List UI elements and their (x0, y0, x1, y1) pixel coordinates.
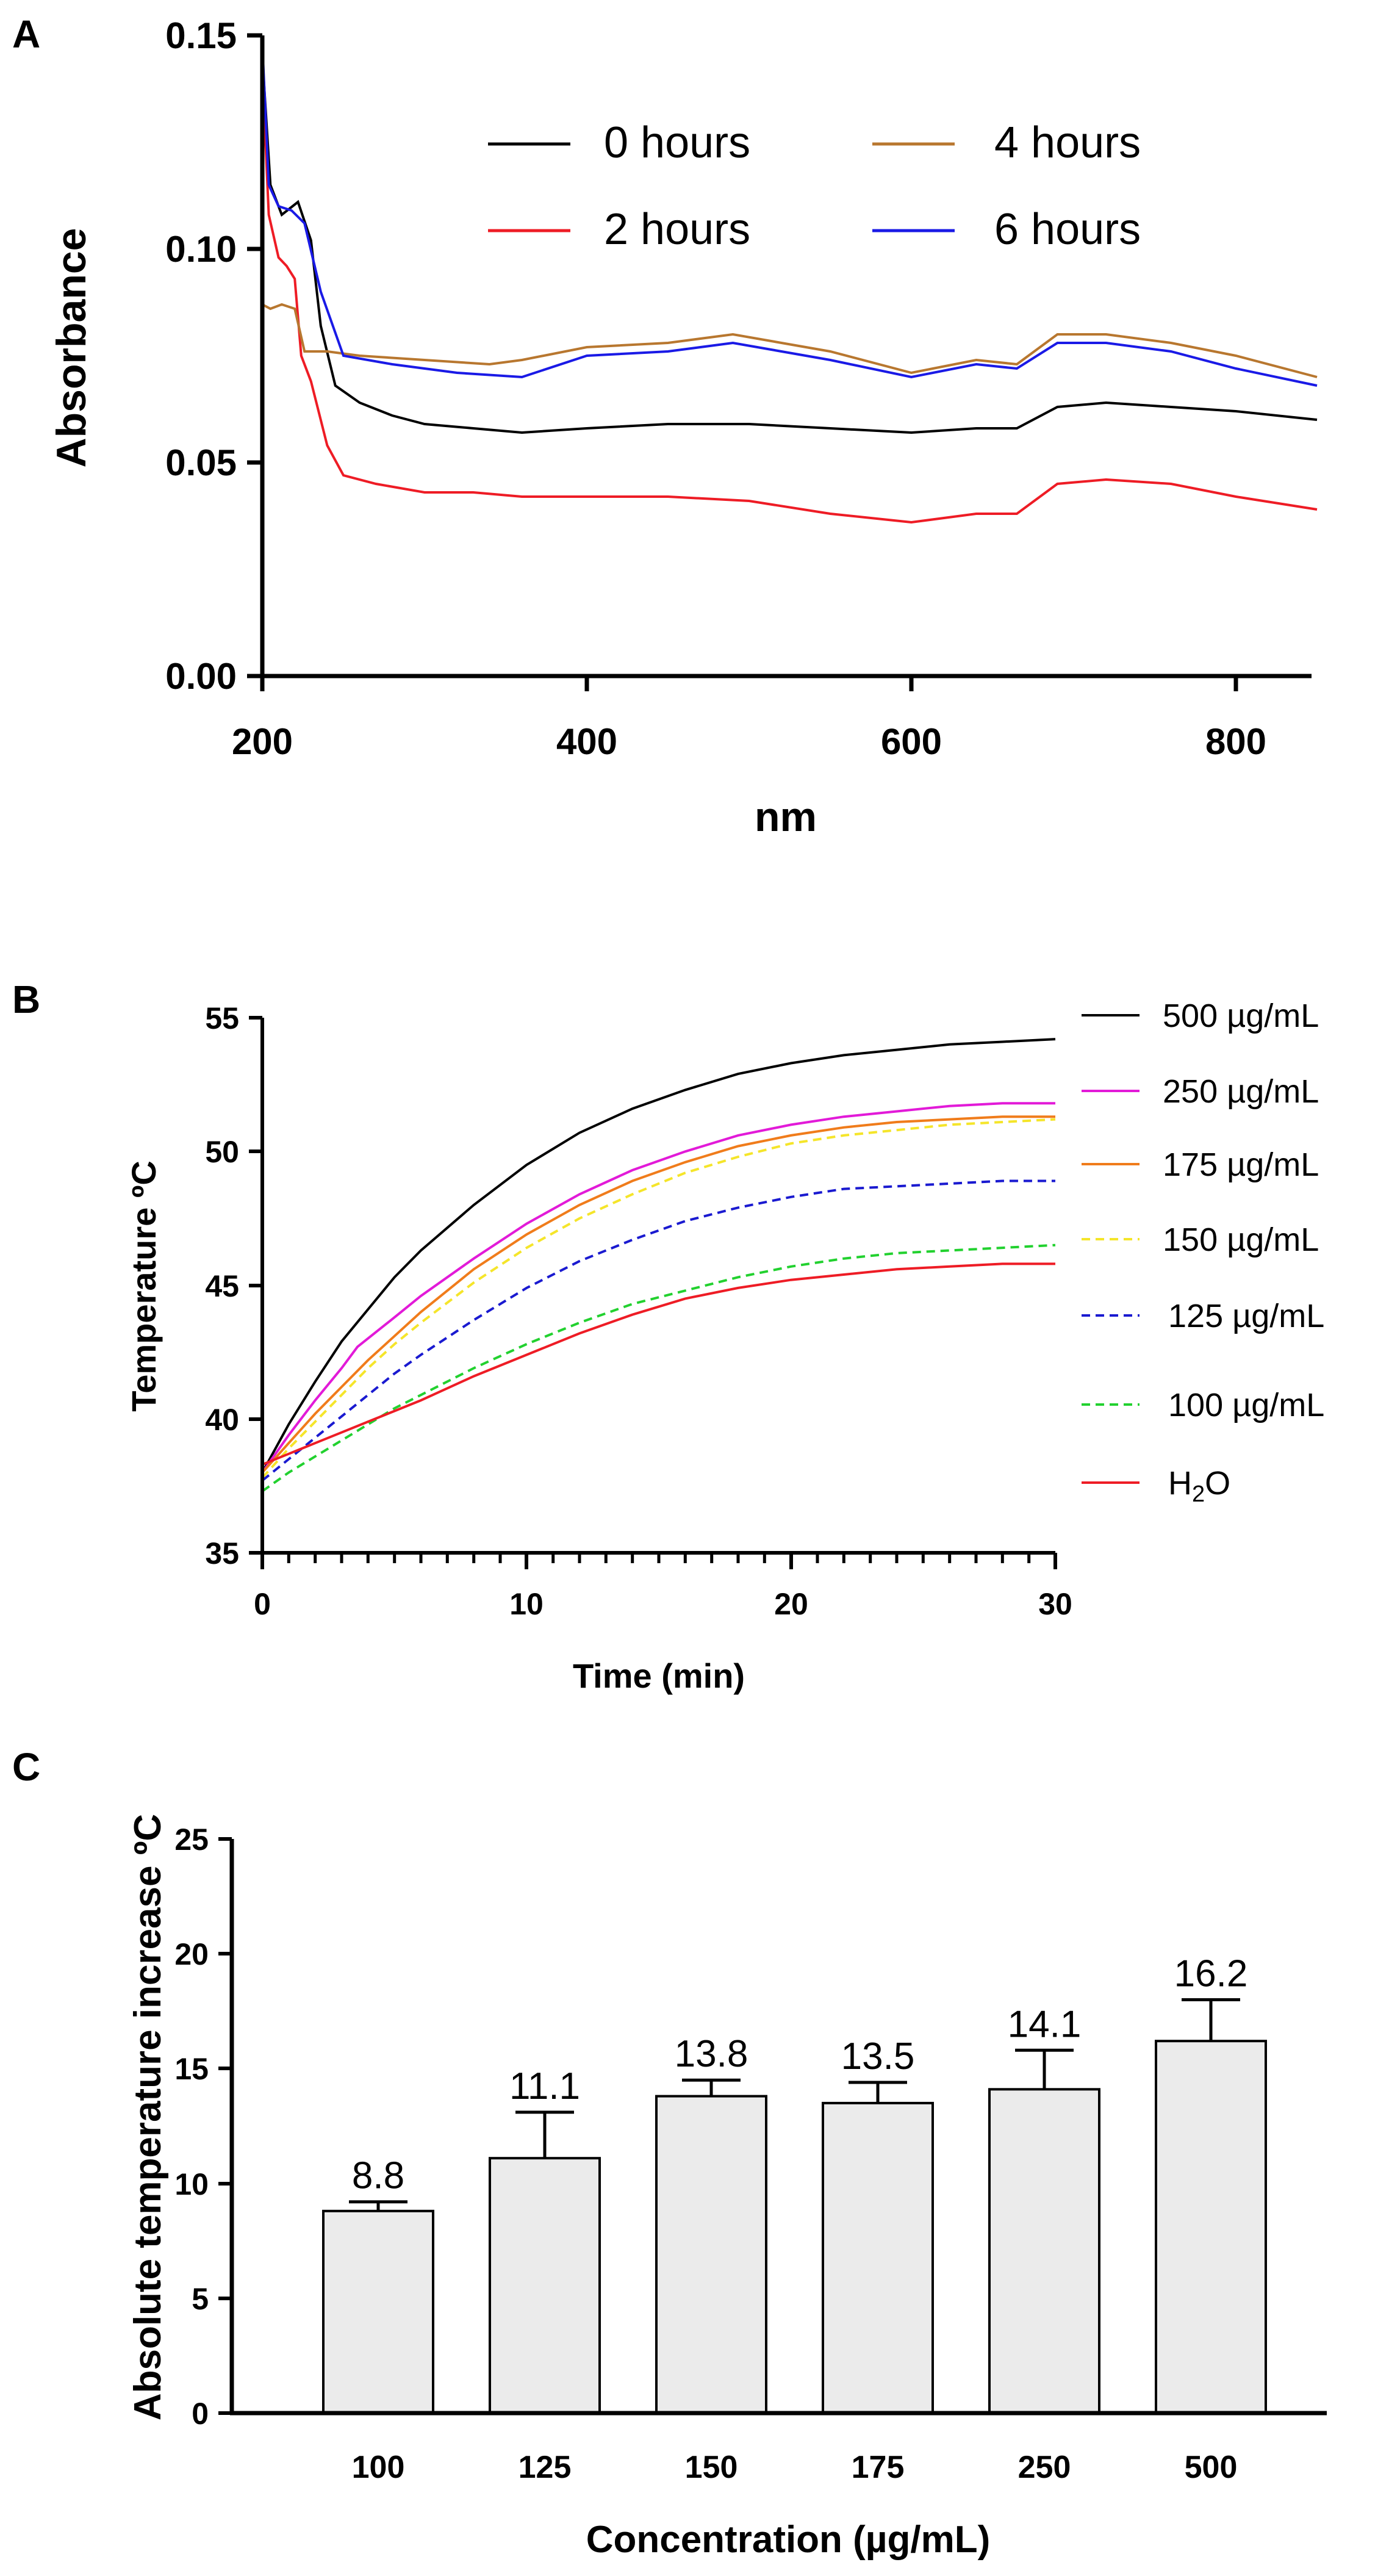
b-legend-label-1: 250 µg/mL (1163, 1073, 1319, 1110)
c-bar-175 (822, 2101, 934, 2414)
b-legend-label-3: 150 µg/mL (1163, 1221, 1319, 1258)
a-series-line-3 (261, 43, 1318, 387)
a-legend-label-2: 4 hours (994, 118, 1141, 167)
a-series-line-1 (261, 69, 1318, 524)
b-series-line-5 (261, 1243, 1056, 1492)
b-legend-label-4: 125 µg/mL (1168, 1298, 1324, 1334)
panel-a-series-lines (261, 43, 1318, 524)
c-value-label-0: 8.8 (352, 2155, 404, 2197)
a-x-tick-label-3: 800 (1205, 721, 1266, 762)
b-y-tick-label-0: 35 (205, 1536, 239, 1570)
b-x-tick-label-3: 30 (1038, 1587, 1072, 1621)
panel-a-letter: A (12, 12, 40, 56)
b-legend-label-6-main: H (1168, 1465, 1192, 1502)
c-bar-250 (988, 2088, 1100, 2415)
b-y-tick-label-1: 40 (205, 1403, 239, 1437)
panel-c: C 0 5 10 15 20 25 100 125 150 175 250 (12, 1745, 1327, 2561)
panel-a-plot: 0.00 0.05 0.10 0.15 200 400 600 800 nm A… (48, 15, 1318, 840)
b-x-tick-label-1: 10 (509, 1587, 544, 1621)
b-x-axis-label: Time (min) (573, 1657, 745, 1695)
a-x-tick-label-1: 400 (556, 721, 617, 762)
b-series-line-4 (261, 1179, 1055, 1482)
c-bar-100 (322, 2209, 434, 2415)
a-y-axis-label: Absorbance (48, 228, 95, 468)
panel-c-letter: C (12, 1745, 40, 1789)
c-y-axis-label: Absolute temperature increase ºC (127, 1814, 169, 2420)
b-legend: 500 µg/mL 250 µg/mL 175 µg/mL 150 µg/mL … (1082, 998, 1324, 1507)
c-y-tick-label-4: 20 (174, 1937, 209, 1971)
b-legend-label-2: 175 µg/mL (1163, 1146, 1319, 1183)
b-x-minor-ticks (287, 1553, 1031, 1563)
a-legend: 0 hours 2 hours 4 hours 6 hours (488, 118, 1141, 254)
a-y-tick-label-3: 0.15 (165, 15, 237, 56)
c-bar-125 (489, 2157, 601, 2414)
a-legend-label-1: 2 hours (604, 205, 750, 254)
a-series-line-2 (262, 303, 1318, 378)
b-y-tick-label-3: 50 (205, 1135, 239, 1169)
c-y-tick-label-2: 10 (174, 2167, 209, 2201)
c-value-label-5: 16.2 (1174, 1953, 1248, 1995)
panel-b: B 35 40 45 50 55 (12, 977, 1324, 1695)
b-series-line-0 (261, 1038, 1056, 1473)
a-y-tick-label-1: 0.05 (165, 442, 237, 483)
b-y-axis-label: Temperature ºC (124, 1160, 163, 1412)
panel-b-plot: 35 40 45 50 55 0 10 20 30 Time (min) Tem… (124, 998, 1324, 1695)
c-bar-500 (1155, 2040, 1267, 2414)
c-y-tick-label-5: 25 (174, 1822, 209, 1857)
c-category-label-2: 150 (685, 2450, 738, 2485)
c-category-label-5: 500 (1185, 2450, 1238, 2485)
c-bar-150 (655, 2095, 767, 2415)
c-category-label-3: 175 (852, 2450, 905, 2485)
a-legend-label-0: 0 hours (604, 118, 750, 167)
a-x-tick-label-0: 200 (232, 721, 293, 762)
c-value-label-2: 13.8 (675, 2033, 748, 2075)
panel-b-letter: B (12, 977, 40, 1021)
b-x-tick-label-0: 0 (254, 1587, 271, 1621)
b-legend-label-6: H2O (1168, 1465, 1230, 1507)
b-series-line-3 (261, 1118, 1056, 1479)
c-y-tick-label-3: 15 (174, 2052, 209, 2086)
c-value-label-1: 11.1 (509, 2065, 580, 2107)
c-x-axis-label: Concentration (µg/mL) (586, 2519, 991, 2561)
c-bars (322, 1998, 1267, 2415)
panel-a: A 0.00 0.05 0.10 0.15 (12, 12, 1318, 840)
a-series-line-0 (261, 56, 1318, 434)
b-series-line-1 (261, 1102, 1055, 1473)
c-category-label-4: 250 (1018, 2450, 1071, 2485)
panel-c-plot: 0 5 10 15 20 25 100 125 150 175 250 500 … (127, 1814, 1327, 2561)
b-series-line-6 (262, 1262, 1055, 1466)
a-x-axis-label: nm (755, 794, 817, 840)
a-y-tick-label-0: 0.00 (165, 656, 237, 697)
b-legend-label-0: 500 µg/mL (1163, 998, 1319, 1034)
b-legend-label-6-tail: O (1205, 1465, 1230, 1502)
a-legend-label-3: 6 hours (994, 205, 1141, 254)
c-value-label-3: 13.5 (841, 2035, 915, 2078)
a-y-tick-label-2: 0.10 (165, 229, 237, 270)
c-category-label-1: 125 (519, 2450, 572, 2485)
b-y-tick-label-4: 55 (205, 1001, 239, 1035)
b-legend-label-6-sub: 2 (1192, 1481, 1205, 1507)
c-y-tick-label-1: 5 (192, 2282, 209, 2316)
a-x-tick-label-2: 600 (881, 721, 942, 762)
c-y-tick-label-0: 0 (192, 2397, 209, 2431)
c-value-label-4: 14.1 (1008, 2003, 1082, 2045)
c-category-label-0: 100 (352, 2450, 405, 2485)
b-y-tick-label-2: 45 (205, 1269, 239, 1303)
b-x-tick-label-2: 20 (774, 1587, 808, 1621)
panel-b-series-lines (261, 1038, 1056, 1492)
b-series-line-2 (261, 1115, 1055, 1473)
b-legend-label-5: 100 µg/mL (1168, 1387, 1324, 1423)
